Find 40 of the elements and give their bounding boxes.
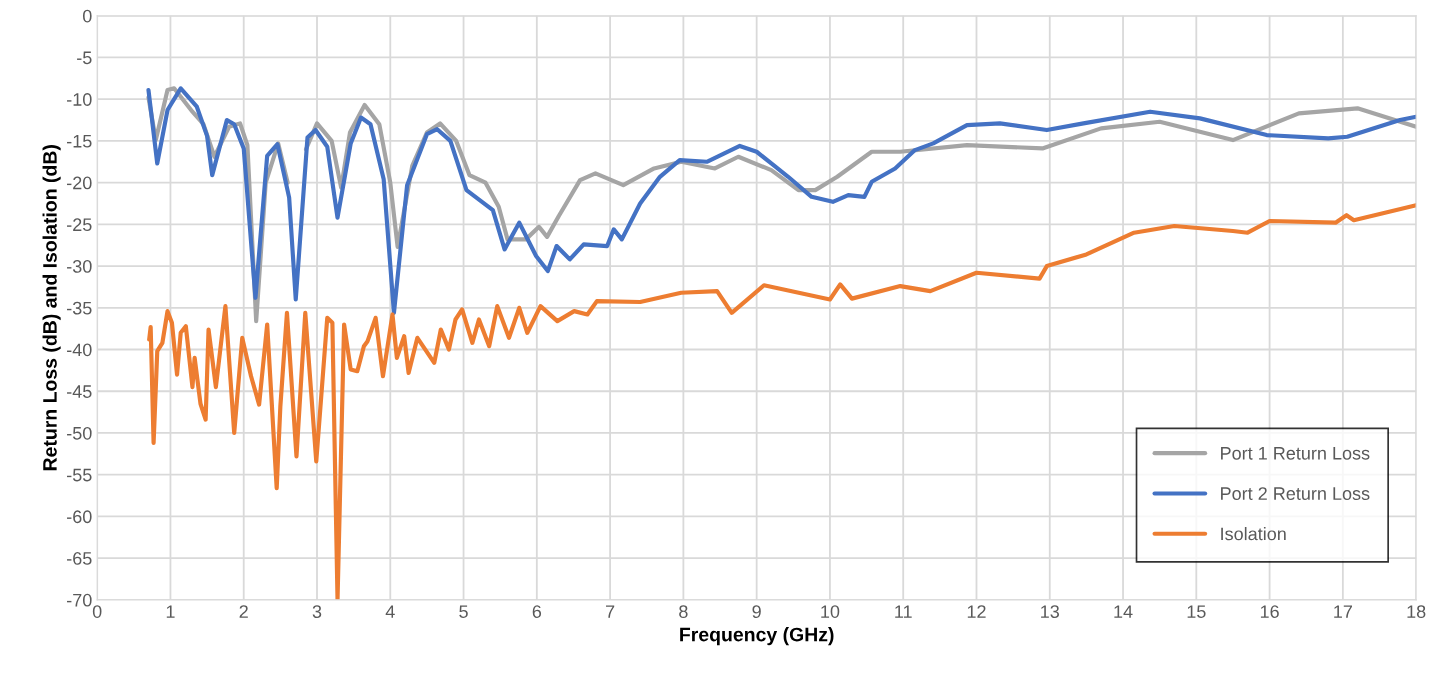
y-tick-label: -40 bbox=[67, 343, 92, 357]
x-tick-label: 8 bbox=[679, 605, 688, 618]
x-tick-label: 15 bbox=[1187, 605, 1206, 618]
y-tick-label: -20 bbox=[67, 176, 92, 190]
x-tick-label: 16 bbox=[1260, 605, 1279, 618]
y-tick-label: -25 bbox=[67, 218, 92, 232]
x-tick-label: 12 bbox=[967, 605, 986, 618]
x-tick-label: 1 bbox=[166, 605, 175, 618]
x-tick-label: 7 bbox=[606, 605, 615, 618]
x-tick-label: 4 bbox=[385, 605, 395, 618]
x-tick-label: 5 bbox=[459, 605, 468, 618]
x-tick-label: 6 bbox=[532, 605, 542, 618]
x-tick-label: 3 bbox=[312, 605, 322, 618]
y-tick-label: -65 bbox=[67, 552, 92, 565]
y-tick-label: -35 bbox=[67, 301, 92, 315]
x-tick-label: 11 bbox=[895, 605, 912, 618]
y-tick-label: -10 bbox=[67, 93, 92, 106]
y-tick-label: -15 bbox=[67, 135, 92, 148]
legend-label: Port 1 Return Loss bbox=[1221, 447, 1370, 460]
y-tick-label: -45 bbox=[67, 385, 92, 398]
legend-label: Isolation bbox=[1221, 527, 1286, 541]
x-tick-label: 17 bbox=[1334, 605, 1352, 618]
x-tick-label: 14 bbox=[1114, 605, 1133, 618]
x-tick-label: 10 bbox=[821, 605, 840, 618]
x-tick-label: 13 bbox=[1041, 605, 1060, 618]
y-tick-label: -5 bbox=[77, 51, 92, 65]
y-tick-label: -50 bbox=[67, 426, 92, 440]
y-tick-label: 0 bbox=[82, 9, 92, 23]
legend-label: Port 2 Return Loss bbox=[1221, 487, 1370, 500]
y-tick-label: -60 bbox=[67, 510, 92, 524]
x-tick-label: 9 bbox=[752, 605, 761, 618]
line-series bbox=[147, 203, 1417, 600]
y-axis-title: Return Loss (dB) and Isolation (dB) bbox=[42, 145, 61, 471]
y-tick-label: -55 bbox=[67, 468, 92, 482]
x-axis-title: Frequency (GHz) bbox=[680, 627, 834, 646]
x-tick-label: 0 bbox=[92, 605, 102, 618]
y-tick-label: -70 bbox=[67, 593, 92, 607]
x-tick-label: 18 bbox=[1407, 605, 1426, 618]
y-tick-label: -30 bbox=[67, 260, 92, 273]
x-tick-label: 2 bbox=[239, 605, 248, 618]
